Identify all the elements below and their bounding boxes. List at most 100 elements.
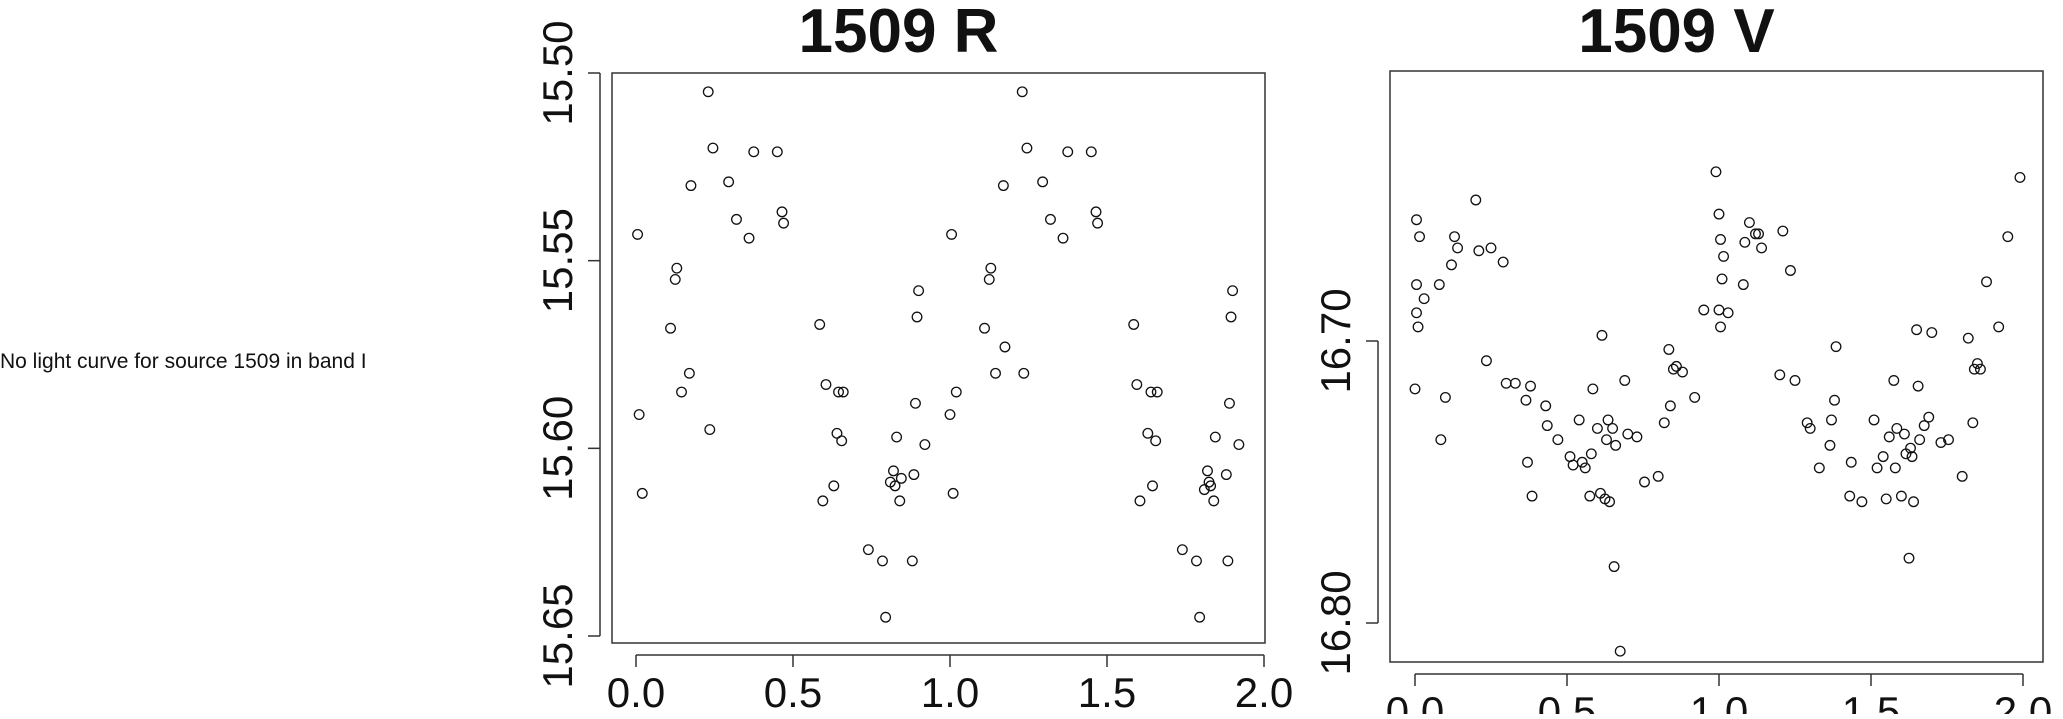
data-point-r: [1045, 213, 1056, 225]
data-point-v: [1826, 414, 1837, 426]
data-point-v: [1497, 256, 1509, 268]
data-point-v: [1576, 456, 1588, 468]
data-point-v: [1777, 225, 1789, 237]
x-tick-label-v: 0.0: [1386, 688, 1444, 714]
data-point-v: [1824, 439, 1836, 451]
data-point-r: [877, 555, 888, 567]
data-point-v: [1784, 265, 1796, 276]
plot-frame-r: [611, 72, 1266, 644]
data-point-r: [1220, 469, 1232, 481]
data-point-r: [743, 232, 755, 244]
data-point-v: [1552, 434, 1564, 446]
data-point-v: [1652, 470, 1664, 482]
data-point-v: [1739, 236, 1751, 248]
x-tick-label-v: 0.5: [1538, 688, 1596, 714]
data-point-r: [836, 435, 848, 447]
data-point-r: [889, 480, 901, 492]
data-point-v: [1710, 166, 1722, 178]
data-point-v: [1943, 434, 1954, 446]
data-point-v: [1584, 490, 1596, 502]
data-point-v: [1906, 451, 1918, 463]
x-tick-label-v: 1.5: [1842, 688, 1900, 714]
chart-1509-r: 1509 R 0.0 0.5 1.0 1.5 2.0 15.50 15.55 15.60 15.6…: [500, 0, 1300, 716]
data-point-v: [1412, 321, 1424, 333]
data-point-v: [1753, 228, 1764, 240]
data-point-v: [1718, 250, 1730, 262]
data-point-r: [704, 424, 716, 436]
data-point-v: [1540, 400, 1552, 412]
data-point-v: [1587, 383, 1599, 395]
data-point-r: [947, 487, 959, 499]
data-point-v: [1908, 496, 1920, 508]
data-point-r: [895, 472, 907, 484]
data-point-v: [1622, 428, 1634, 440]
data-point-r: [999, 341, 1011, 353]
data-point-r: [1062, 146, 1074, 158]
data-point-r: [748, 146, 760, 158]
data-point-r: [891, 431, 903, 443]
data-point-r: [1150, 435, 1162, 447]
data-point-r: [1205, 480, 1217, 492]
data-point-v: [1639, 476, 1650, 488]
data-point-v: [1918, 420, 1930, 432]
data-point-v: [1914, 434, 1926, 446]
data-point-r: [997, 180, 1009, 192]
data-point-v: [1889, 462, 1901, 474]
data-point-r: [919, 439, 931, 451]
data-point-v: [1449, 231, 1460, 243]
data-point-v: [1962, 332, 1974, 344]
data-point-r: [1151, 386, 1163, 398]
x-tick-label-r: 0.5: [764, 669, 822, 714]
chart-title-v: 1509 V: [1578, 0, 1775, 66]
data-point-v: [1912, 380, 1924, 392]
data-point-v: [1446, 259, 1457, 271]
data-point-r: [1208, 495, 1220, 507]
data-point-v: [1573, 414, 1585, 426]
data-point-r: [1021, 142, 1033, 154]
data-point-v: [1868, 414, 1880, 426]
data-point-v: [1926, 327, 1938, 338]
data-point-v: [1631, 431, 1643, 443]
data-point-v: [1698, 304, 1710, 316]
data-point-v: [1610, 439, 1622, 451]
data-point-v: [1596, 329, 1608, 341]
data-point-v: [1579, 462, 1591, 474]
data-point-v: [1813, 462, 1825, 474]
data-point-v: [1664, 400, 1676, 412]
data-point-v: [1411, 214, 1422, 226]
data-point-r: [894, 495, 906, 507]
data-point-v: [1601, 434, 1612, 446]
data-point-r: [979, 322, 990, 334]
data-point-v: [1526, 490, 1538, 502]
data-point-r: [636, 487, 648, 499]
data-point-v: [1935, 437, 1947, 448]
data-point-r: [1227, 285, 1239, 297]
data-point-v: [1713, 208, 1725, 220]
data-point-v: [1923, 411, 1935, 423]
data-point-r: [1147, 480, 1158, 492]
data-point-v: [1845, 456, 1857, 468]
data-point-r: [1194, 611, 1206, 623]
data-point-v: [1452, 242, 1464, 254]
data-point-r: [1233, 439, 1245, 451]
data-point-r: [1085, 146, 1097, 158]
data-point-r: [1018, 367, 1030, 379]
data-point-v: [1715, 234, 1726, 245]
data-point-r: [944, 409, 956, 421]
data-point-v: [1716, 273, 1728, 285]
y-tick-label-r: 15.55: [534, 208, 581, 313]
data-point-v: [1993, 321, 2005, 333]
data-point-r: [990, 367, 1001, 379]
data-point-v: [1608, 561, 1620, 573]
data-point-v: [1737, 279, 1749, 291]
data-point-r: [1090, 206, 1102, 218]
data-point-v: [1520, 394, 1532, 406]
data-point-v: [1485, 242, 1497, 254]
data-point-v: [1500, 377, 1512, 389]
data-point-r: [814, 319, 826, 330]
data-point-r: [778, 217, 790, 229]
data-point-v: [1722, 307, 1734, 319]
data-point-v: [1967, 417, 1979, 429]
data-point-v: [1891, 422, 1903, 434]
data-point-r: [1134, 495, 1146, 507]
